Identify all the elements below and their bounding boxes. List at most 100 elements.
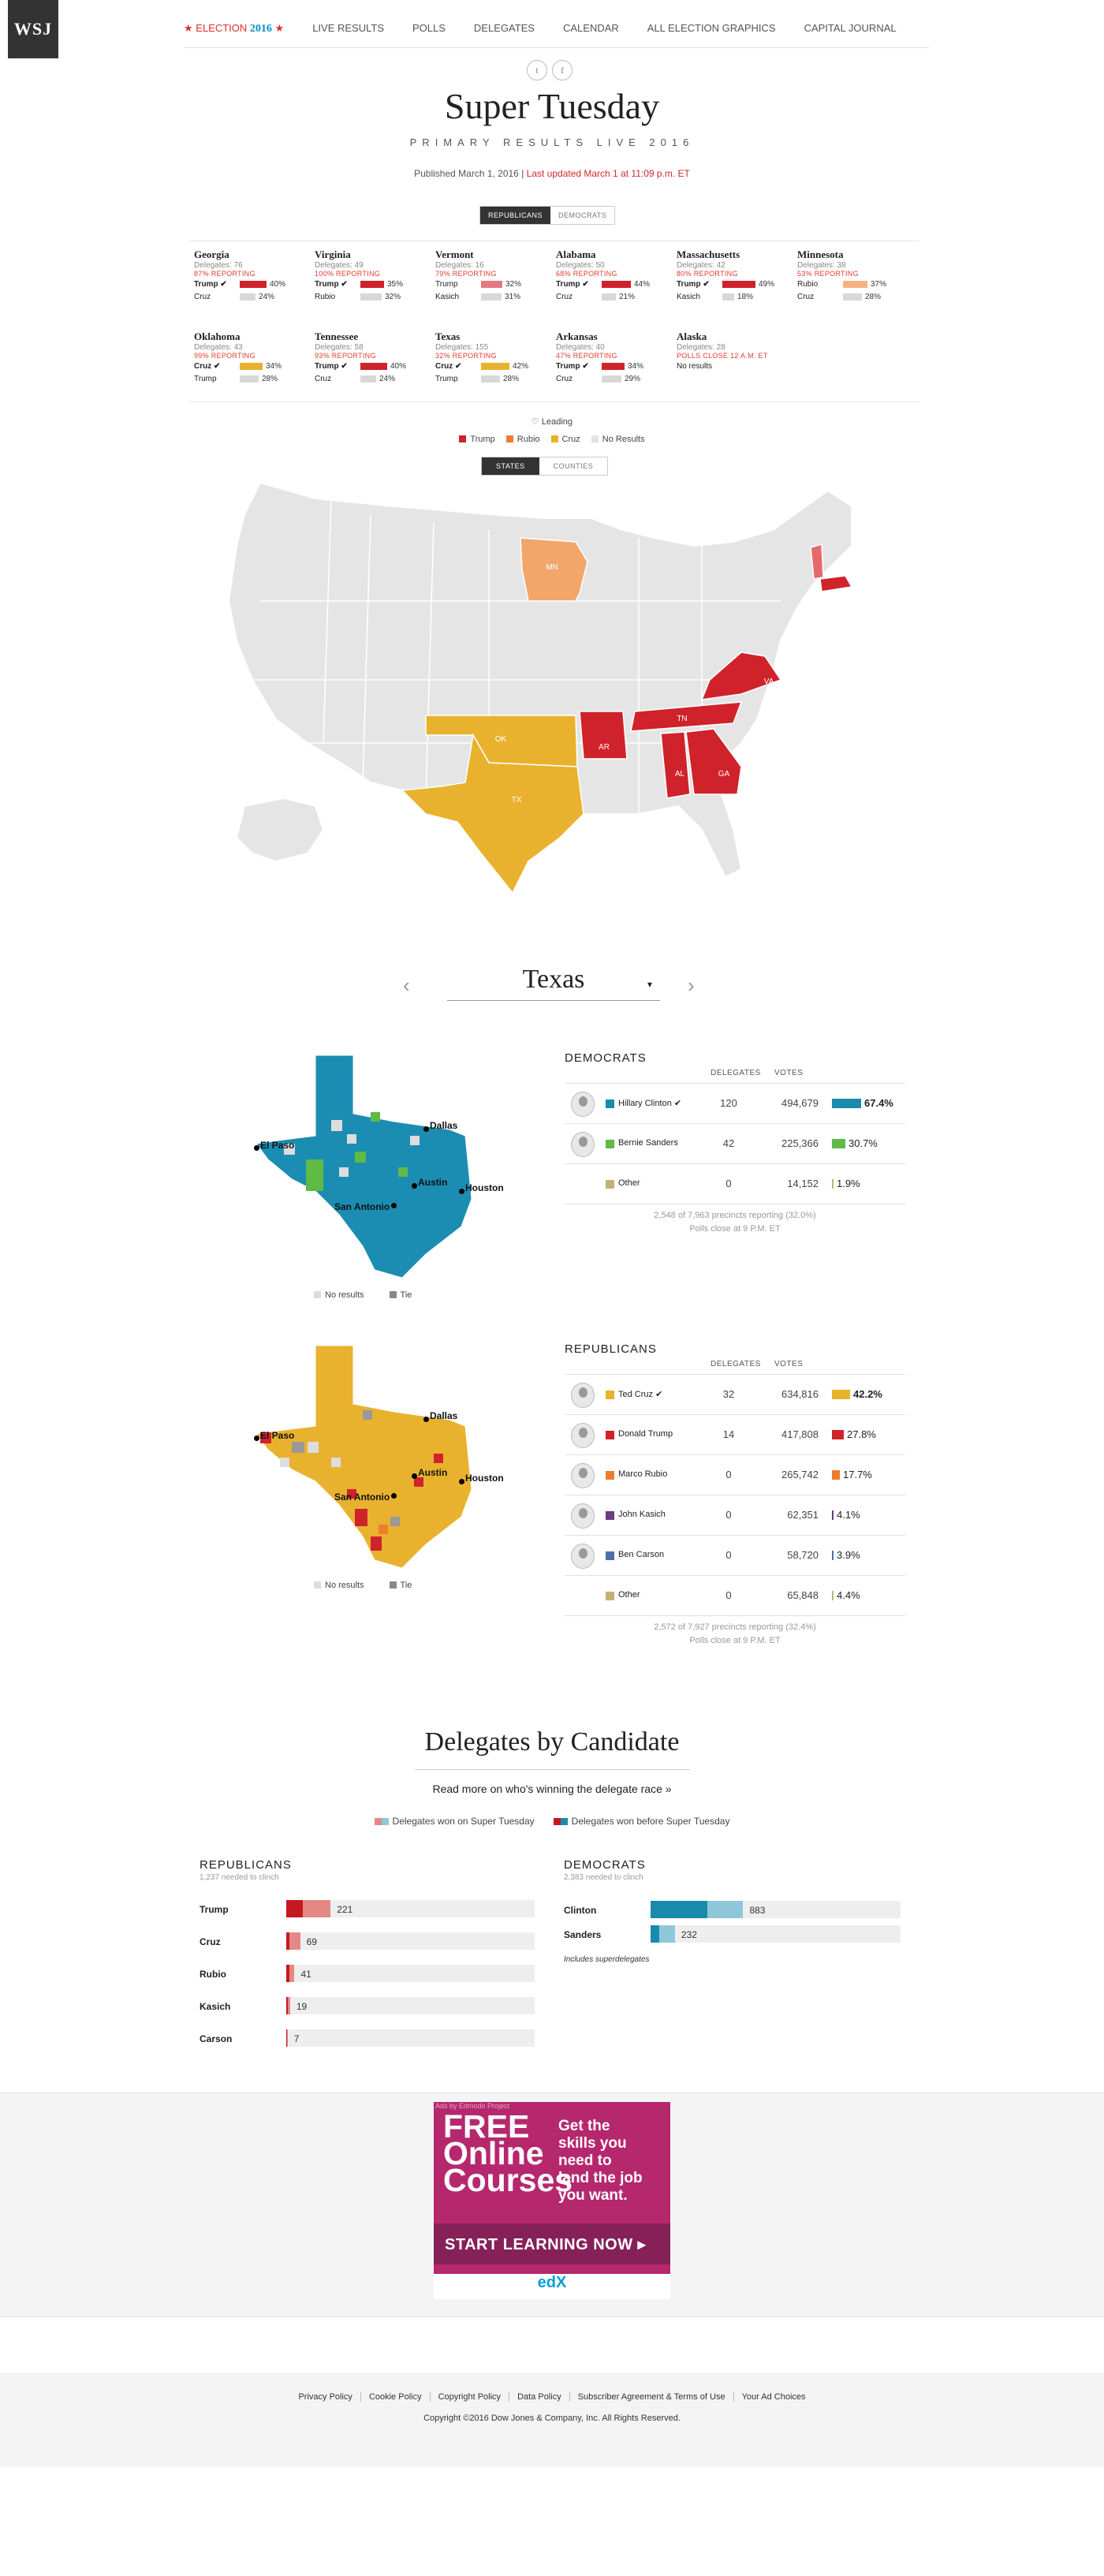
vote-share-bar [832, 1430, 844, 1439]
nav-capital-journal[interactable]: CAPITAL JOURNAL [804, 22, 897, 34]
start-learning-button[interactable]: START LEARNING NOW ▸ [434, 2223, 670, 2264]
wsj-logo[interactable]: WSJ [8, 0, 58, 58]
delegates-tuesday-bar [289, 1965, 295, 1982]
candidate-row: Trump 28% [435, 372, 554, 385]
election-label: ELECTION [196, 22, 248, 34]
candidate-color-swatch [606, 1551, 614, 1560]
result-bar [481, 362, 509, 370]
state-delegates: Delegates: 76 [194, 261, 243, 270]
candidate-color-swatch [606, 1391, 614, 1399]
state-card-alaska[interactable]: Alaska Delegates: 28 POLLS CLOSE 12 A.M. E… [677, 330, 795, 372]
state-delegates: Delegates: 28 [677, 343, 725, 352]
delegate-total: 221 [337, 1904, 353, 1915]
state-card-vermont[interactable]: Vermont Delegates: 16 79% REPORTING Trump 32… [435, 248, 554, 303]
twitter-icon[interactable]: t [527, 60, 547, 80]
legend-super-tuesday: Delegates won on Super Tuesday [374, 1816, 535, 1827]
tab-democrats[interactable]: DEMOCRATS [558, 211, 607, 219]
tab-republicans[interactable]: REPUBLICANS [480, 207, 551, 224]
vote-share-pct: 17.7% [843, 1469, 872, 1480]
candidate-name: Cruz [556, 292, 573, 301]
published-date: Published March 1, 2016 | [414, 168, 524, 179]
facebook-icon[interactable]: f [552, 60, 573, 80]
nav-polls[interactable]: POLLS [412, 22, 446, 34]
result-bar [843, 280, 867, 288]
state-card-georgia[interactable]: Georgia Delegates: 76 87% REPORTING Trump ✔… [194, 248, 312, 303]
state-AR [579, 711, 628, 760]
delegate-total: 232 [681, 1929, 697, 1940]
state-selector[interactable]: Texas ▾ [447, 965, 660, 1001]
vote-share-bar [832, 1139, 845, 1148]
precincts-reporting: 2,572 of 7,927 precincts reporting (32.4… [654, 1622, 816, 1632]
footer-link-ad-choices[interactable]: Your Ad Choices [741, 2392, 806, 2402]
candidate-photo [571, 1132, 595, 1157]
delegate-candidate-name: Kasich [200, 2001, 231, 2012]
delegates-tuesday-bar [289, 1932, 300, 1950]
legend-item-trump: Trump [459, 435, 495, 444]
candidate-votes: 494,679 [781, 1097, 819, 1109]
vote-share-bar [832, 1470, 840, 1480]
nav-election-2016[interactable]: ★ ELECTION 2016 ★ [184, 22, 285, 35]
tab-states[interactable]: STATES [482, 457, 539, 475]
candidate-row: Trump ✔ 44% [556, 278, 674, 290]
result-pct: 32% [385, 292, 401, 301]
city-dot-el-paso-gop [254, 1435, 259, 1441]
candidate-name: Trump [435, 374, 458, 383]
footer-link-copyright[interactable]: Copyright Policy [431, 2392, 510, 2402]
result-bar [360, 280, 384, 288]
candidate-row: Cruz 24% [194, 290, 312, 303]
state-card-alabama[interactable]: Alabama Delegates: 50 68% REPORTING Trump ✔… [556, 248, 674, 303]
state-delegates: Delegates: 40 [556, 343, 605, 352]
delegates-tuesday-bar [707, 1901, 744, 1918]
democrats-results-table: DEMOCRATS DELEGATES VOTES Hillary Clinto… [565, 1051, 905, 1236]
candidate-color-swatch [606, 1471, 614, 1480]
next-state-arrow[interactable]: › [688, 973, 695, 997]
nav-delegates[interactable]: DELEGATES [473, 22, 535, 34]
footer-link-data[interactable]: Data Policy [509, 2392, 570, 2402]
tab-counties[interactable]: COUNTIES [553, 462, 594, 470]
copyright: Copyright ©2016 Dow Jones & Company, Inc… [423, 2414, 681, 2423]
state-name: Alabama [556, 248, 596, 260]
map-label-ga: GA [718, 770, 730, 778]
state-MA [819, 575, 853, 592]
footer-link-cookie[interactable]: Cookie Policy [361, 2392, 431, 2402]
nav-live-results[interactable]: LIVE RESULTS [312, 22, 384, 34]
precincts-reporting: 2,548 of 7,963 precincts reporting (32.0… [654, 1211, 816, 1220]
texas-dem-shape [255, 1055, 472, 1279]
nav-all-election-graphics[interactable]: ALL ELECTION GRAPHICS [647, 22, 776, 34]
result-bar [240, 280, 267, 288]
delegate-race-link[interactable]: Read more on who's winning the delegate … [432, 1783, 672, 1795]
candidate-color-swatch [606, 1180, 614, 1189]
candidate-photo [571, 1383, 595, 1408]
state-card-texas[interactable]: Texas Delegates: 155 32% REPORTING Cruz ✔ 42… [435, 330, 554, 385]
delegate-total: 7 [293, 2033, 300, 2044]
candidate-name: Marco Rubio [618, 1469, 668, 1479]
delegate-candidate-name: Trump [200, 1904, 229, 1915]
result-bar [722, 280, 755, 288]
result-bar [843, 293, 862, 301]
vote-share-bar [832, 1179, 834, 1189]
state-card-oklahoma[interactable]: Oklahoma Delegates: 43 99% REPORTING Cruz ✔… [194, 330, 312, 385]
state-card-arkansas[interactable]: Arkansas Delegates: 40 47% REPORTING Trump … [556, 330, 674, 385]
state-card-massachusetts[interactable]: Massachusetts Delegates: 42 80% REPORTING T… [677, 248, 795, 303]
prev-state-arrow[interactable]: ‹ [403, 973, 410, 997]
footer-link-privacy[interactable]: Privacy Policy [290, 2392, 361, 2402]
city-el-paso-gop: El Paso [260, 1430, 295, 1441]
edx-advertisement[interactable]: Ads by Edmodo Project FREE Online Course… [434, 2102, 670, 2299]
map-view-toggle: STATES COUNTIES [481, 457, 609, 476]
nav-calendar[interactable]: CALENDAR [562, 22, 619, 34]
candidate-row-ben-carson: Ben Carson 0 58,720 3.9% [565, 1535, 905, 1575]
result-pct: 34% [266, 361, 282, 371]
city-dot-san-antonio [391, 1203, 397, 1208]
state-card-minnesota[interactable]: Minnesota Delegates: 38 53% REPORTING Rubio… [797, 248, 916, 303]
candidate-votes: 265,742 [781, 1469, 819, 1480]
result-bar [602, 293, 616, 301]
state-reporting: 99% REPORTING [194, 352, 255, 360]
candidate-row-other: Other 0 65,848 4.4% [565, 1575, 905, 1615]
footer-link-subscriber[interactable]: Subscriber Agreement & Terms of Use [570, 2392, 734, 2402]
state-card-virginia[interactable]: Virginia Delegates: 49 100% REPORTING Trump… [315, 248, 433, 303]
result-bar [240, 293, 255, 301]
state-card-tennessee[interactable]: Tennessee Delegates: 58 93% REPORTING Trump… [315, 330, 433, 385]
state-name: Virginia [315, 248, 351, 260]
delegate-track [286, 1900, 535, 1917]
ad-copy: Get the skills you need to land the job you … [558, 2118, 643, 2204]
